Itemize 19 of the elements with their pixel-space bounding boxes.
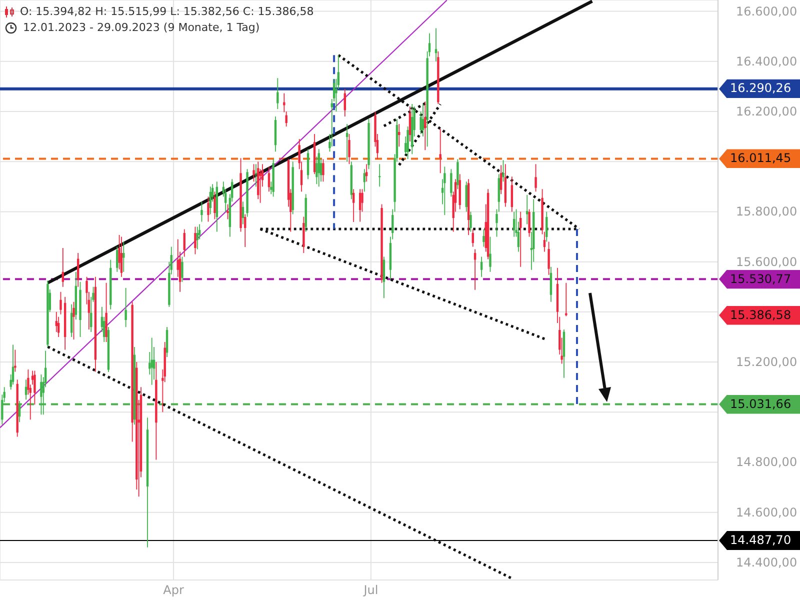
y-tick-label: 14.400,00	[736, 555, 798, 570]
y-tick-label: 15.600,00	[736, 254, 798, 269]
text: 15.386,58	[719, 306, 800, 325]
ref-line-label: 15.530,77	[719, 270, 800, 289]
ref-line-label: 15.031,66	[719, 394, 800, 414]
y-tick-label: 16.200,00	[736, 104, 798, 118]
x-tick-label: Jul	[362, 583, 378, 597]
y-tick-label: 14.600,00	[736, 505, 798, 520]
y-tick-label: 16.400,00	[736, 54, 798, 68]
text: 12.01.2023 - 29.09.2023 (9 Monate, 1 Tag)	[23, 21, 260, 34]
ref-line-label: 14.487,70	[719, 530, 800, 550]
y-tick-label: 14.800,00	[736, 455, 798, 470]
ref-line-label: 16.011,45	[719, 149, 800, 168]
y-tick-label: 15.200,00	[736, 355, 798, 370]
ref-line-label: 16.290,26	[719, 79, 800, 98]
y-tick-label: 16.600,00	[736, 4, 798, 18]
x-tick-label: Apr	[163, 583, 184, 597]
text: O: 15.394,82 H: 15.515,99 L: 15.382,56 C: 15.386,58	[20, 5, 314, 18]
y-tick-label: 15.800,00	[736, 204, 798, 219]
